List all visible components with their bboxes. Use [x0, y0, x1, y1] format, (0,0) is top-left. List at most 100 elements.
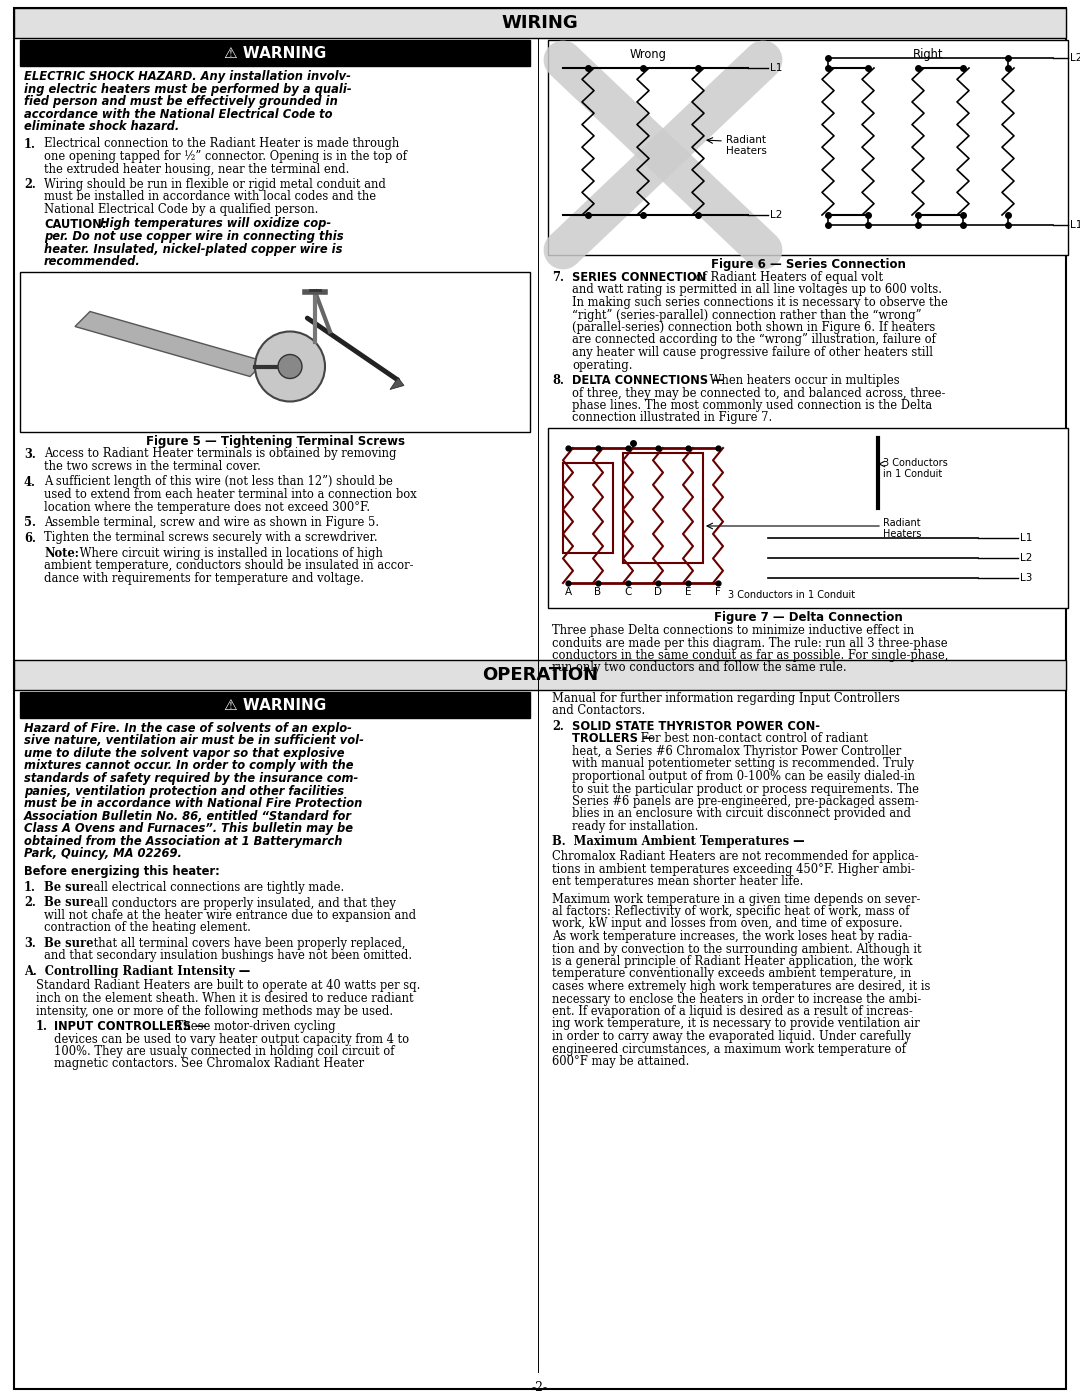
Text: necessary to enclose the heaters in order to increase the ambi-: necessary to enclose the heaters in orde…	[552, 992, 921, 1006]
Text: Heaters: Heaters	[883, 529, 921, 539]
Bar	[563, 462, 613, 553]
Text: the two screws in the terminal cover.: the two screws in the terminal cover.	[44, 460, 261, 474]
Text: location where the temperature does not exceed 300°F.: location where the temperature does not …	[44, 500, 370, 514]
Text: 2.: 2.	[24, 177, 36, 191]
Text: with manual potentiometer setting is recommended. Truly: with manual potentiometer setting is rec…	[572, 757, 914, 771]
Text: of three, they may be connected to, and balanced across, three-: of three, they may be connected to, and …	[572, 387, 945, 400]
Text: Assemble terminal, screw and wire as shown in Figure 5.: Assemble terminal, screw and wire as sho…	[44, 515, 379, 529]
Text: E: E	[685, 587, 691, 597]
Text: contraction of the heating element.: contraction of the heating element.	[44, 922, 251, 935]
Text: the extruded heater housing, near the terminal end.: the extruded heater housing, near the te…	[44, 162, 349, 176]
Polygon shape	[390, 377, 404, 390]
Text: tion and by convection to the surrounding ambient. Although it: tion and by convection to the surroundin…	[552, 943, 921, 956]
Text: recommended.: recommended.	[44, 256, 140, 268]
Text: National Electrical Code by a qualified person.: National Electrical Code by a qualified …	[44, 203, 319, 217]
Bar	[548, 427, 1068, 608]
Text: CAUTION:: CAUTION:	[44, 218, 106, 231]
Text: B: B	[594, 587, 602, 597]
Text: blies in an enclosure with circuit disconnect provided and: blies in an enclosure with circuit disco…	[572, 807, 912, 820]
Text: ⚠ WARNING: ⚠ WARNING	[224, 46, 326, 60]
Text: ing electric heaters must be performed by a quali-: ing electric heaters must be performed b…	[24, 82, 352, 95]
Text: ume to dilute the solvent vapor so that explosive: ume to dilute the solvent vapor so that …	[24, 747, 345, 760]
Text: L3: L3	[1020, 573, 1032, 583]
Text: L1: L1	[770, 63, 782, 73]
Text: used to extend from each heater terminal into a connection box: used to extend from each heater terminal…	[44, 488, 417, 502]
Text: heater. Insulated, nickel-plated copper wire is: heater. Insulated, nickel-plated copper …	[44, 243, 342, 256]
Text: that all terminal covers have been properly replaced,: that all terminal covers have been prope…	[90, 937, 405, 950]
Text: is a general principle of Radiant Heater application, the work: is a general principle of Radiant Heater…	[552, 956, 913, 968]
Text: Class A Ovens and Furnaces”. This bulletin may be: Class A Ovens and Furnaces”. This bullet…	[24, 821, 353, 835]
Text: L2: L2	[1020, 553, 1032, 563]
Text: 8.: 8.	[552, 374, 564, 387]
Text: -2-: -2-	[532, 1382, 548, 1394]
Bar	[623, 453, 703, 563]
Text: obtained from the Association at 1 Batterymarch: obtained from the Association at 1 Batte…	[24, 834, 342, 848]
Text: (parallel-series) connection both shown in Figure 6. If heaters: (parallel-series) connection both shown …	[572, 321, 935, 334]
Text: L1: L1	[1070, 219, 1080, 231]
Text: ambient temperature, conductors should be insulated in accor-: ambient temperature, conductors should b…	[44, 560, 414, 573]
Text: INPUT CONTROLLERS —: INPUT CONTROLLERS —	[54, 1020, 206, 1032]
Text: Park, Quincy, MA 02269.: Park, Quincy, MA 02269.	[24, 847, 181, 861]
Text: accordance with the National Electrical Code to: accordance with the National Electrical …	[24, 108, 333, 120]
Text: ELECTRIC SHOCK HAZARD. Any installation involv-: ELECTRIC SHOCK HAZARD. Any installation …	[24, 70, 351, 82]
Text: and that secondary insulation bushings have not been omitted.: and that secondary insulation bushings h…	[44, 950, 413, 963]
Text: tions in ambient temperatures exceeding 450°F. Higher ambi-: tions in ambient temperatures exceeding …	[552, 862, 915, 876]
Text: one opening tapped for ½” connector. Opening is in the top of: one opening tapped for ½” connector. Ope…	[44, 149, 407, 163]
Text: 5.: 5.	[24, 515, 36, 529]
Text: SERIES CONNECTION: SERIES CONNECTION	[572, 271, 706, 284]
Bar	[14, 8, 1066, 38]
Text: Wiring should be run in flexible or rigid metal conduit and: Wiring should be run in flexible or rigi…	[44, 177, 386, 191]
Text: run only two conductors and follow the same rule.: run only two conductors and follow the s…	[552, 662, 847, 675]
Text: of Radiant Heaters of equal volt: of Radiant Heaters of equal volt	[692, 271, 883, 284]
Text: connection illustrated in Figure 7.: connection illustrated in Figure 7.	[572, 412, 772, 425]
Text: per. Do not use copper wire in connecting this: per. Do not use copper wire in connectin…	[44, 231, 343, 243]
Text: al factors: Reflectivity of work, specific heat of work, mass of: al factors: Reflectivity of work, specif…	[552, 905, 909, 918]
Text: operating.: operating.	[572, 359, 633, 372]
Text: in order to carry away the evaporated liquid. Under carefully: in order to carry away the evaporated li…	[552, 1030, 912, 1044]
Text: As work temperature increases, the work loses heat by radia-: As work temperature increases, the work …	[552, 930, 912, 943]
Text: ent. If evaporation of a liquid is desired as a result of increas-: ent. If evaporation of a liquid is desir…	[552, 1004, 913, 1018]
Text: engineered circumstances, a maximum work temperature of: engineered circumstances, a maximum work…	[552, 1042, 906, 1056]
Text: Figure 6 — Series Connection: Figure 6 — Series Connection	[711, 258, 905, 271]
Text: L2: L2	[770, 210, 782, 219]
Text: inch on the element sheath. When it is desired to reduce radiant: inch on the element sheath. When it is d…	[36, 992, 414, 1004]
Text: eliminate shock hazard.: eliminate shock hazard.	[24, 120, 179, 133]
Text: TROLLERS —: TROLLERS —	[572, 732, 653, 746]
Text: Right: Right	[913, 47, 943, 61]
Text: Series #6 panels are pre-engineered, pre-packaged assem-: Series #6 panels are pre-engineered, pre…	[572, 795, 919, 807]
Text: “right” (series-parallel) connection rather than the “wrong”: “right” (series-parallel) connection rat…	[572, 309, 921, 321]
Text: Figure 5 — Tightening Terminal Screws: Figure 5 — Tightening Terminal Screws	[146, 434, 405, 447]
Text: Maximum work temperature in a given time depends on sever-: Maximum work temperature in a given time…	[552, 893, 920, 905]
Text: Association Bulletin No. 86, entitled “Standard for: Association Bulletin No. 86, entitled “S…	[24, 809, 352, 823]
Text: magnetic contactors. See Chromalox Radiant Heater: magnetic contactors. See Chromalox Radia…	[54, 1058, 364, 1070]
Text: and Contactors.: and Contactors.	[552, 704, 645, 718]
Bar	[21, 41, 530, 66]
Text: B.  Maximum Ambient Temperatures —: B. Maximum Ambient Temperatures —	[552, 835, 805, 848]
Text: 6.: 6.	[24, 531, 36, 545]
Text: High temperatures will oxidize cop-: High temperatures will oxidize cop-	[96, 218, 332, 231]
Text: all conductors are properly insulated, and that they: all conductors are properly insulated, a…	[90, 897, 396, 909]
Text: Chromalox Radiant Heaters are not recommended for applica-: Chromalox Radiant Heaters are not recomm…	[552, 849, 919, 863]
Text: fied person and must be effectively grounded in: fied person and must be effectively grou…	[24, 95, 338, 108]
Text: OPERATION: OPERATION	[482, 666, 598, 685]
Text: Electrical connection to the Radiant Heater is made through: Electrical connection to the Radiant Hea…	[44, 137, 400, 151]
Text: conductors in the same conduit as far as possible. For single-phase,: conductors in the same conduit as far as…	[552, 650, 948, 662]
Text: work, kW input and losses from oven, and time of exposure.: work, kW input and losses from oven, and…	[552, 918, 903, 930]
Text: to suit the particular product or process requirements. The: to suit the particular product or proces…	[572, 782, 919, 795]
Text: conduits are made per this diagram. The rule: run all 3 three-phase: conduits are made per this diagram. The …	[552, 637, 947, 650]
Text: proportional output of from 0-100% can be easily dialed-in: proportional output of from 0-100% can b…	[572, 770, 915, 782]
Text: Note:: Note:	[44, 548, 79, 560]
Text: 2.: 2.	[552, 719, 564, 733]
Text: 7.: 7.	[552, 271, 564, 284]
Text: 3.: 3.	[24, 447, 36, 461]
Text: Be sure: Be sure	[44, 897, 94, 909]
Text: mixtures cannot occur. In order to comply with the: mixtures cannot occur. In order to compl…	[24, 760, 353, 773]
Text: heat, a Series #6 Chromalox Thyristor Power Controller: heat, a Series #6 Chromalox Thyristor Po…	[572, 745, 901, 759]
Text: SOLID STATE THYRISTOR POWER CON-: SOLID STATE THYRISTOR POWER CON-	[572, 719, 820, 733]
Text: cases where extremely high work temperatures are desired, it is: cases where extremely high work temperat…	[552, 981, 930, 993]
Text: WIRING: WIRING	[501, 14, 579, 32]
Text: Tighten the terminal screws securely with a screwdriver.: Tighten the terminal screws securely wit…	[44, 531, 378, 545]
Text: 3 Conductors in 1 Conduit: 3 Conductors in 1 Conduit	[728, 590, 855, 599]
Text: Radiant: Radiant	[883, 518, 920, 528]
Text: 1.: 1.	[24, 137, 36, 151]
